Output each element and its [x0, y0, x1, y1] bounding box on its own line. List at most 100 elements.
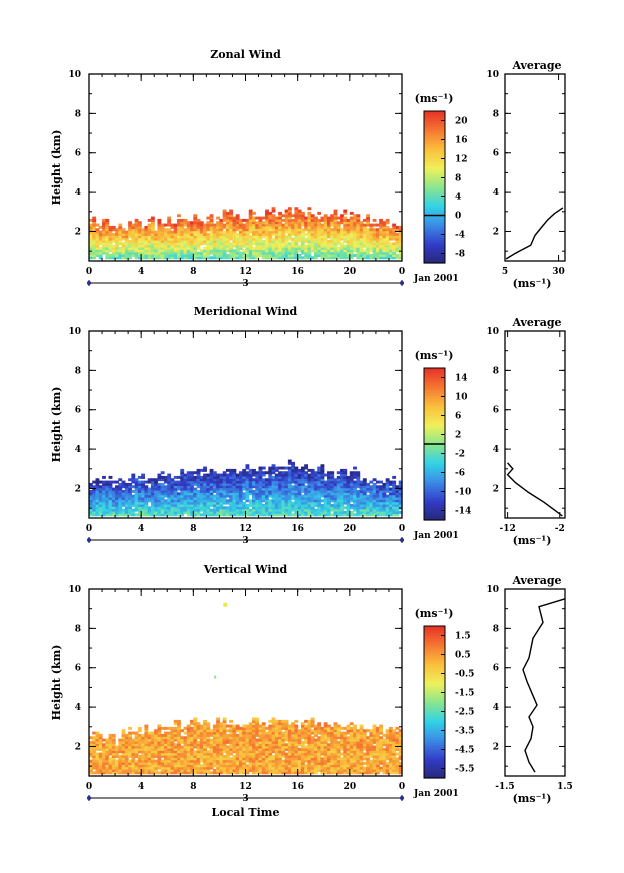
heatmap-cell	[278, 719, 282, 723]
heatmap-cell	[268, 228, 273, 232]
heatmap-cell	[222, 230, 227, 234]
heatmap-cell	[304, 494, 309, 498]
heatmap-cell	[180, 754, 185, 758]
heatmap-cell	[343, 237, 348, 241]
heatmap-cell	[317, 221, 322, 225]
heatmap-cell	[118, 501, 123, 505]
heatmap-cell	[128, 731, 132, 735]
heatmap-cell	[105, 743, 110, 747]
heatmap-cell	[124, 244, 129, 248]
heatmap-cell	[284, 747, 289, 751]
heatmap-cell	[160, 745, 165, 749]
heatmap-cell	[320, 487, 325, 491]
heatmap-cell	[235, 764, 240, 768]
heatmap-cell	[320, 239, 325, 243]
heatmap-cell	[115, 256, 119, 260]
heatmap-cell	[180, 499, 185, 503]
heatmap-cell	[147, 223, 152, 227]
heatmap-cell	[310, 487, 315, 491]
heatmap-cell	[183, 249, 188, 253]
heatmap-cell	[349, 496, 354, 500]
colorbar-swatch	[424, 151, 445, 155]
heatmap-cell	[193, 221, 198, 225]
heatmap-cell	[265, 251, 269, 255]
heatmap-cell	[255, 232, 260, 236]
heatmap-cell	[261, 499, 266, 503]
colorbar-swatch	[424, 433, 445, 437]
heatmap-cell	[157, 750, 162, 754]
heatmap-cell	[366, 501, 370, 505]
heatmap-cell	[232, 766, 237, 770]
heatmap-cell	[131, 223, 136, 227]
heatmap-cell	[144, 743, 149, 747]
heatmap-cell	[255, 475, 260, 479]
heatmap-cell	[375, 228, 380, 232]
heatmap-cell	[206, 232, 211, 236]
heatmap-cell	[131, 242, 136, 246]
heatmap-cell	[310, 237, 315, 241]
heatmap-cell	[219, 747, 224, 751]
heatmap-cell	[255, 766, 260, 770]
heatmap-cell	[379, 237, 384, 241]
heatmap-cell	[343, 471, 348, 475]
heatmap-cell	[327, 244, 331, 248]
heatmap-cell	[304, 489, 309, 493]
x-tick-label: 0	[399, 524, 405, 534]
heatmap-cell	[193, 745, 198, 749]
heatmap-cell	[255, 503, 260, 507]
heatmap-cell	[245, 253, 250, 257]
heatmap-cell	[180, 501, 185, 505]
heatmap-cell	[372, 237, 377, 241]
heatmap-cell	[206, 228, 211, 232]
heatmap-cell	[177, 501, 181, 505]
heatmap-cell	[320, 464, 325, 468]
heatmap-cell	[98, 508, 103, 512]
heatmap-cell	[294, 771, 299, 775]
heatmap-cell	[173, 492, 178, 496]
heatmap-cell	[281, 750, 286, 754]
heatmap-cell	[379, 513, 384, 517]
heatmap-cell	[144, 480, 149, 484]
colorbar-swatch	[424, 444, 445, 448]
heatmap-cell	[177, 475, 181, 479]
heatmap-cell	[160, 475, 165, 479]
heatmap-cell	[203, 232, 207, 236]
heatmap-cell	[193, 752, 198, 756]
heatmap-cell	[154, 733, 159, 737]
heatmap-cell	[137, 766, 142, 770]
heatmap-cell	[144, 494, 149, 498]
heatmap-cell	[261, 510, 266, 514]
heatmap-cell	[271, 239, 276, 243]
heatmap-cell	[265, 510, 269, 514]
heatmap-cell	[255, 768, 260, 772]
heatmap-cell	[356, 232, 361, 236]
heatmap-cell	[193, 736, 198, 740]
heatmap-cell	[242, 485, 247, 489]
heatmap-cell	[333, 235, 338, 239]
heatmap-cell	[115, 766, 119, 770]
heatmap-cell	[102, 235, 106, 239]
heatmap-cell	[261, 480, 266, 484]
heatmap-cell	[219, 239, 224, 243]
heatmap-cell	[235, 750, 240, 754]
heatmap-cell	[323, 496, 328, 500]
heatmap-cell	[193, 214, 198, 218]
heatmap-cell	[317, 239, 322, 243]
heatmap-cell	[327, 253, 331, 257]
heatmap-cell	[128, 726, 132, 730]
heatmap-cell	[369, 506, 374, 510]
heatmap-cell	[209, 475, 214, 479]
heatmap-cell	[258, 492, 263, 496]
heatmap-cell	[327, 503, 331, 507]
heatmap-cell	[343, 499, 348, 503]
heatmap-cell	[108, 237, 113, 241]
heatmap-cell	[137, 501, 142, 505]
heatmap-cell	[294, 232, 299, 236]
heatmap-cell	[310, 214, 315, 218]
heatmap-cell	[330, 513, 335, 517]
heatmap-cell	[268, 211, 273, 215]
heatmap-cell	[274, 496, 279, 500]
heatmap-cell	[271, 468, 276, 472]
heatmap-cell	[238, 230, 243, 234]
heatmap-cell	[281, 223, 286, 227]
